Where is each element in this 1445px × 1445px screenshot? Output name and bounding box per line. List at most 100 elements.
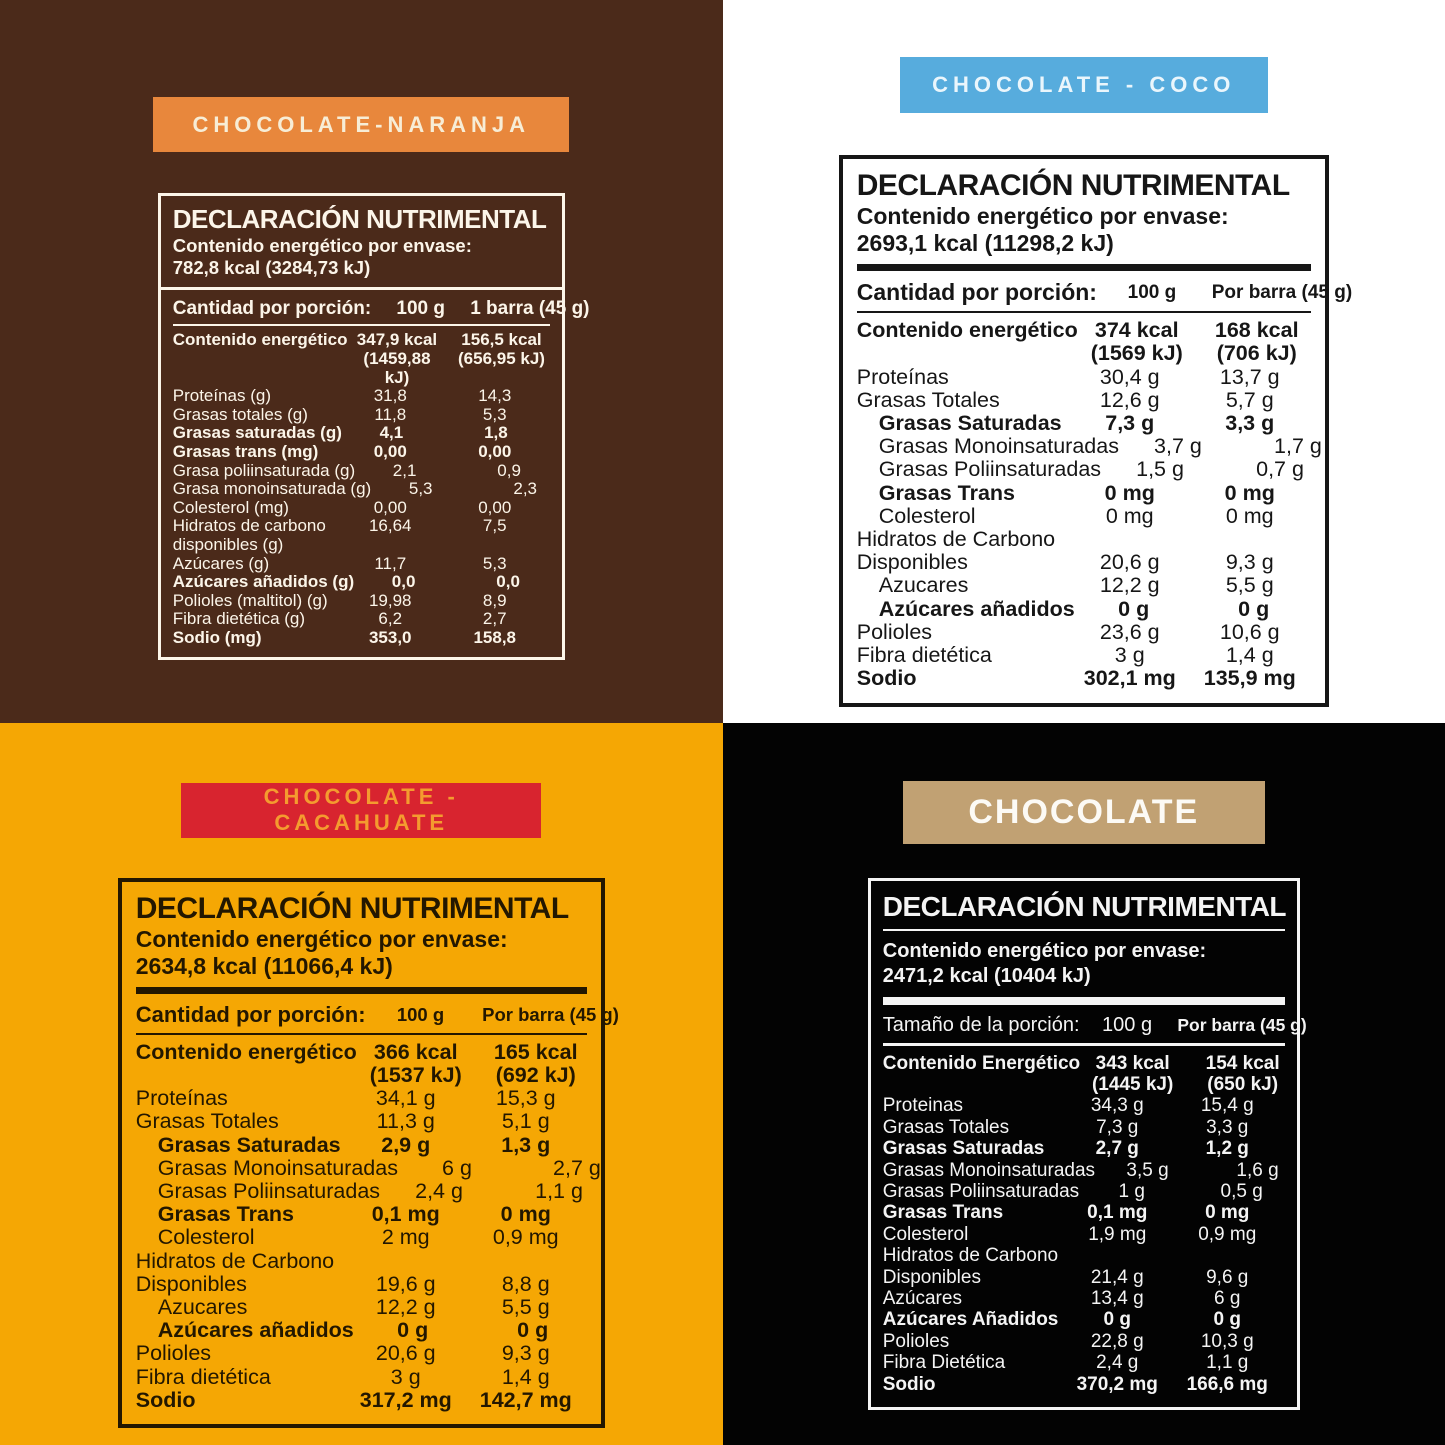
energy-per-package-value: 782,8 kcal (3284,73 kJ): [172, 257, 371, 279]
nutrition-cell: 0 g: [1103, 1309, 1131, 1331]
nutrition-row: Grasas Trans 0,1 mg 0 mg: [883, 1202, 1285, 1223]
nutrition-row: Azucares 12,2 g 5,5 g: [857, 574, 1311, 597]
nutrition-cell: 1,4 g: [1225, 643, 1274, 668]
nutrition-cell: 1,9 mg: [1088, 1223, 1147, 1245]
nutrition-cell: 1,6 g: [1236, 1159, 1279, 1181]
nutrition-cell: Contenido energético: [856, 318, 1078, 343]
nutrition-cell: 7,3 g: [1105, 411, 1155, 436]
nutrition-cell: 5,5 g: [501, 1294, 550, 1319]
nutrition-cell: 5,3: [482, 553, 507, 573]
nutrition-row: Contenido Energético 343 kcal (1445 kJ) 15…: [883, 1053, 1285, 1096]
column-per-bar: Por barra (45 g): [482, 1003, 619, 1025]
nutrition-row: Grasas Monoinsaturadas 3,7 g 1,7 g: [857, 435, 1322, 458]
nutrition-cell: 10,3 g: [1200, 1330, 1254, 1352]
nutrition-cell: 0 g: [1118, 596, 1150, 621]
nutrition-cell: Colesterol (mg): [172, 497, 289, 517]
portion-header: Cantidad por porción: 100 g 1 barra (45 …: [172, 296, 590, 327]
nutrition-cell: Azucares: [878, 573, 969, 598]
nutrition-row: disponibles (g): [173, 535, 550, 555]
nutrition-row: Grasas Poliinsaturadas 2,4 g 1,1 g: [136, 1179, 587, 1203]
nutrition-row: Disponibles 21,4 g 9,6 g: [883, 1267, 1285, 1288]
nutrition-cell: Grasas trans (mg): [172, 441, 319, 461]
nutrition-cell: 3,3 g: [1206, 1116, 1249, 1138]
nutrition-cell: 0,00: [373, 441, 407, 461]
nutrition-row: Grasas trans (mg) 0,00 0,00: [172, 441, 550, 462]
flavor-badge: CHOCOLATE - COCO: [899, 57, 1268, 113]
panel-chocolate-cacahuate: CHOCOLATE - CACAHUATE DECLARACIÓN NUTRIM…: [0, 722, 723, 1445]
nutrition-row: Colesterol 1,9 mg 0,9 mg: [883, 1224, 1285, 1245]
column-100g: 100 g: [396, 1003, 445, 1025]
nutrition-facts-box: DECLARACIÓN NUTRIMENTAL Contenido energé…: [838, 155, 1352, 707]
nutrition-cell: 0 mg: [1105, 503, 1154, 528]
nutrition-title: DECLARACIÓN NUTRIMENTAL: [882, 890, 1287, 922]
nutrition-cell: 343 kcal (1445 kJ): [1091, 1052, 1174, 1095]
nutrition-cell: Grasas Saturadas: [157, 1132, 341, 1157]
nutrition-cell: Fibra dietética: [856, 643, 992, 668]
nutrition-row: Fibra dietética (g) 6,2 2,7: [173, 610, 550, 629]
nutrition-cell: Hidratos de Carbono: [135, 1248, 335, 1273]
nutrition-row: Sodio 302,1 mg 135,9 mg: [857, 667, 1311, 690]
nutrition-cell: Grasas Poliinsaturadas: [882, 1180, 1080, 1202]
nutrition-cell: 1,2 g: [1205, 1138, 1249, 1160]
nutrition-cell: 2,7 g: [553, 1155, 601, 1180]
nutrition-cell: Azúcares Añadidos: [882, 1309, 1059, 1331]
nutrition-cell: 11,7: [374, 553, 407, 573]
nutrition-cell: 2,1: [392, 460, 417, 480]
nutrition-cell: 166,6 mg: [1186, 1373, 1268, 1395]
nutrition-cell: 0,00: [478, 497, 512, 517]
nutrition-row: Disponibles 20,6 g 9,3 g: [857, 551, 1311, 574]
nutrition-cell: Grasas Trans: [882, 1202, 1004, 1224]
nutrition-cell: 8,9: [482, 590, 507, 610]
nutrition-rows: Contenido energético 347,9 kcal (1459,88 …: [173, 331, 550, 647]
column-100g: 100 g: [396, 298, 445, 320]
portion-label: Cantidad por porción:: [856, 279, 1097, 306]
nutrition-cell: 168 kcal (706 kJ): [1214, 318, 1299, 366]
nutrition-cell: Proteínas (g): [172, 386, 272, 406]
nutrition-cell: 7,3 g: [1096, 1116, 1139, 1138]
flavor-badge: CHOCOLATE: [902, 780, 1265, 844]
nutrition-row: Colesterol (mg) 0,00 0,00: [172, 497, 550, 518]
nutrition-cell: 5,1 g: [501, 1109, 550, 1134]
nutrition-cell: 0,5 g: [1220, 1180, 1263, 1202]
nutrition-title: DECLARACIÓN NUTRIMENTAL: [856, 169, 1290, 202]
nutrition-cell: 9,3 g: [1225, 550, 1274, 575]
nutrition-cell: 16,64: [368, 516, 412, 536]
nutrition-cell: Polioles: [882, 1330, 950, 1352]
nutrition-cell: Sodio: [135, 1387, 196, 1412]
nutrition-cell: 5,3: [408, 479, 433, 499]
nutrition-cell: Disponibles: [856, 550, 968, 575]
nutrition-cell: Hidratos de Carbono: [856, 527, 1056, 552]
nutrition-row: Azúcares añadidos 0 g 0 g: [136, 1318, 587, 1343]
nutrition-row: Fibra dietética 3 g 1,4 g: [136, 1364, 587, 1389]
nutrition-cell: Grasas Monoinsaturadas: [157, 1155, 398, 1180]
nutrition-cell: 6 g: [442, 1155, 472, 1180]
nutrition-row: Disponibles 19,6 g 8,8 g: [136, 1272, 587, 1296]
nutrition-cell: Grasas Saturadas: [882, 1138, 1045, 1160]
nutrition-cell: 1,8: [484, 423, 508, 443]
nutrition-row: Polioles 20,6 g 9,3 g: [136, 1342, 587, 1365]
nutrition-cell: 5,7 g: [1225, 387, 1274, 412]
energy-per-package-label: Contenido energético por envase:: [882, 939, 1207, 962]
nutrition-cell: 1,4 g: [501, 1364, 550, 1389]
nutrition-cell: 0,0: [391, 572, 416, 592]
nutrition-row: Azúcares (g) 11,7 5,3: [172, 553, 550, 574]
nutrition-cell: Grasas Totales: [135, 1109, 279, 1134]
nutrition-row: Polioles (maltitol) (g) 19,98 8,9: [173, 590, 550, 611]
nutrition-cell: 0 mg: [1224, 480, 1275, 505]
nutrition-cell: Grasas Trans: [157, 1202, 295, 1227]
nutrition-row: Proteínas 34,1 g 15,3 g: [136, 1086, 587, 1110]
nutrition-cell: Hidratos de Carbono: [882, 1245, 1059, 1267]
nutrition-cell: Azúcares añadidos: [157, 1318, 354, 1343]
nutrition-cell: 0,0: [496, 572, 520, 592]
nutrition-row: Grasas Trans 0 mg 0 mg: [857, 480, 1311, 505]
nutrition-row: Proteinas 34,3 g 15,4 g: [883, 1095, 1285, 1116]
nutrition-cell: 9,6 g: [1206, 1266, 1249, 1288]
nutrition-row: Azúcares añadidos (g) 0,0 0,0: [173, 572, 550, 592]
nutrition-row: Grasas saturadas (g) 4,1 1,8: [173, 424, 550, 443]
nutrition-cell: 12,2 g: [375, 1294, 436, 1319]
nutrition-cell: 5,3: [482, 404, 507, 424]
nutrition-cell: Azúcares (g): [172, 553, 270, 573]
nutrition-cell: 2,7: [482, 609, 507, 629]
divider: [856, 264, 1311, 272]
nutrition-cell: Grasa poliinsaturada (g): [172, 460, 356, 480]
